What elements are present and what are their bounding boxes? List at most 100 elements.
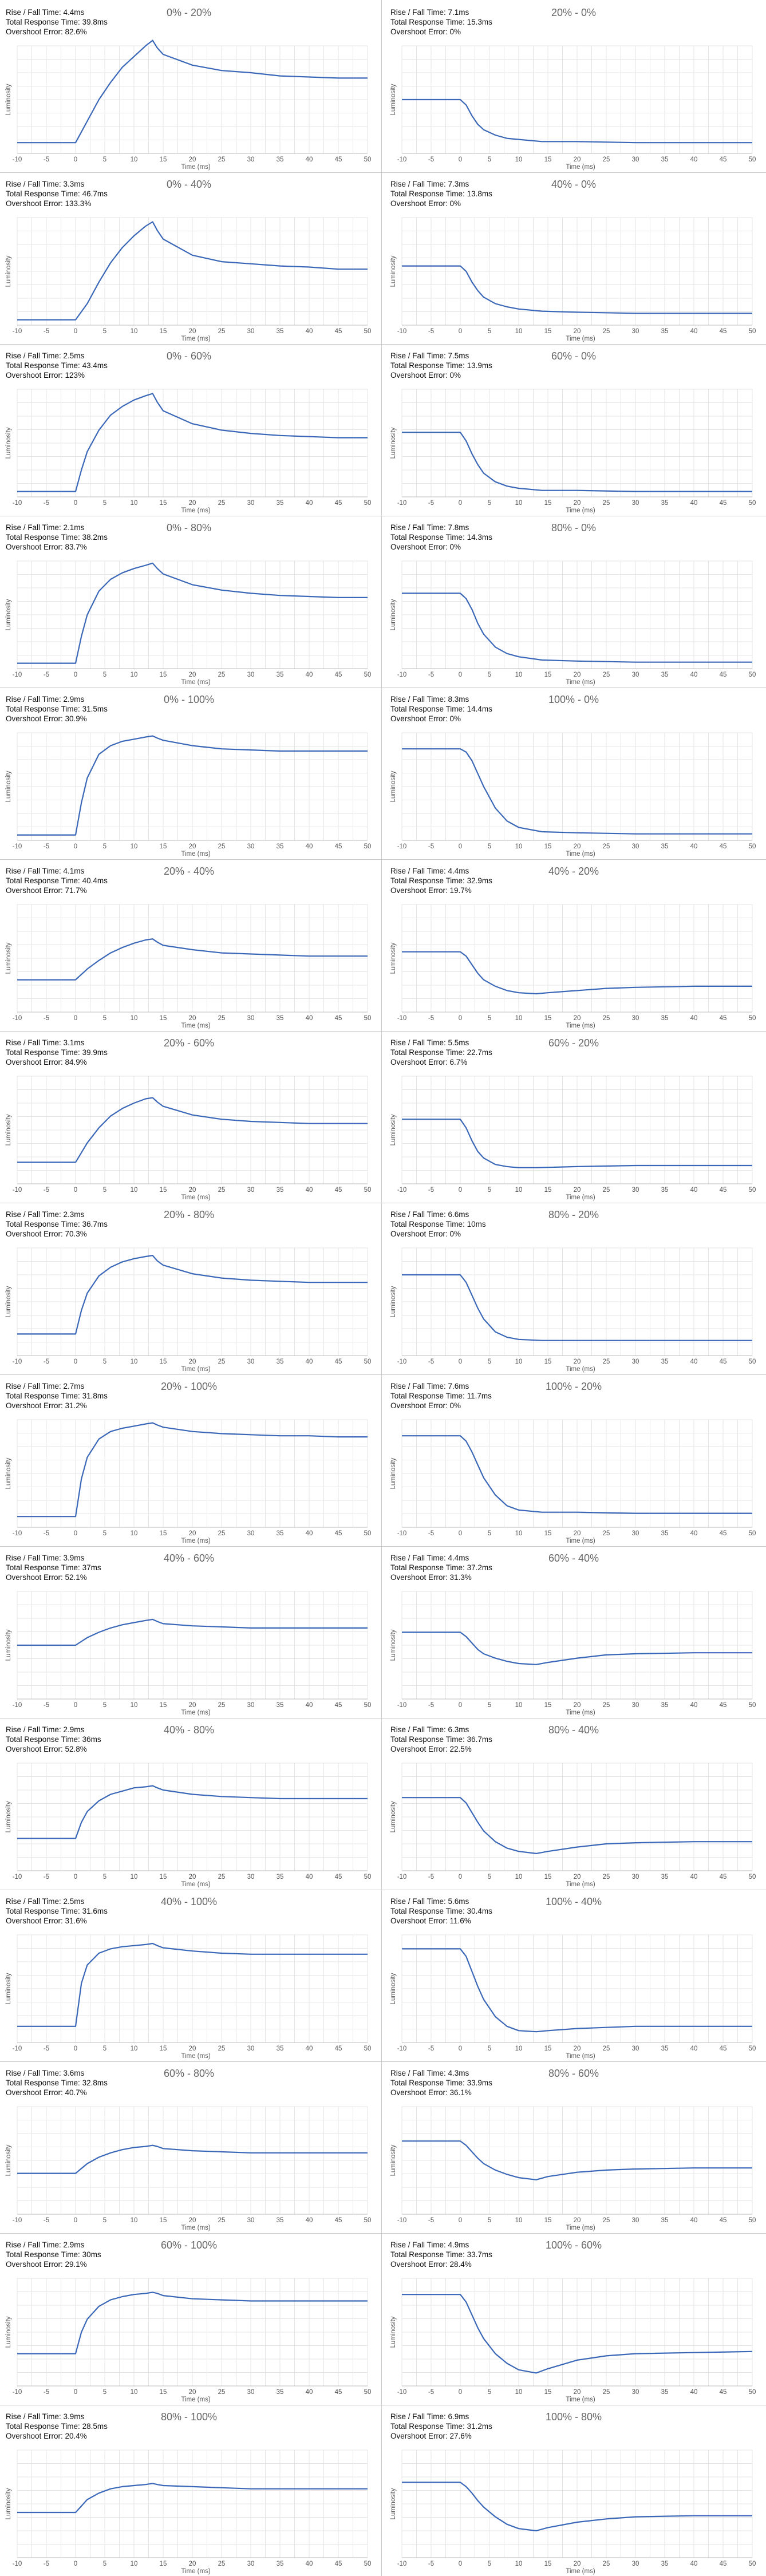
x-tick-label: 25	[603, 2217, 610, 2224]
luminosity-series-line	[402, 748, 752, 835]
x-tick-label: -5	[428, 1874, 434, 1880]
x-tick-label: -10	[397, 2389, 407, 2396]
x-tick-label: 15	[544, 328, 552, 335]
overshoot-error-label: Overshoot Error: 31.6%	[6, 1917, 87, 1925]
x-tick-label: 20	[574, 500, 581, 507]
x-tick-label: 50	[749, 843, 756, 850]
x-tick-label: 5	[488, 1015, 491, 1022]
total-response-time-label: Total Response Time: 43.4ms	[6, 361, 108, 370]
x-axis-label: Time (ms)	[181, 1366, 210, 1373]
chart-title: 100% - 20%	[545, 1381, 602, 1392]
x-tick-label: 40	[306, 1874, 313, 1880]
x-tick-label: 5	[488, 500, 491, 507]
x-tick-label: -10	[397, 2561, 407, 2567]
rise-fall-time-label: Rise / Fall Time: 3.6ms	[6, 2069, 85, 2077]
rise-fall-time-label: Rise / Fall Time: 8.3ms	[390, 695, 469, 704]
line-chart: -10 -5 0 5 10 15 20 25 30 35 40 45 50 Time (ms) Lumino…	[5, 1934, 372, 2060]
x-axis-label: Time (ms)	[566, 2396, 595, 2403]
x-tick-label: 40	[690, 1015, 698, 1022]
x-tick-label: -10	[397, 156, 407, 163]
x-tick-label: 35	[277, 1702, 284, 1709]
y-axis-label: Luminosity	[390, 2488, 397, 2519]
x-tick-label: 45	[720, 1358, 727, 1365]
x-tick-label: 35	[661, 1358, 669, 1365]
x-tick-label: 10	[515, 1702, 523, 1709]
x-tick-label: -10	[397, 1874, 407, 1880]
x-tick-label: 15	[544, 2389, 552, 2396]
x-tick-label: 45	[720, 1530, 727, 1537]
x-tick-label: 40	[690, 2217, 698, 2224]
x-tick-label: 0	[74, 500, 77, 507]
x-tick-label: 20	[574, 1530, 581, 1537]
x-tick-label: -5	[428, 2389, 434, 2396]
x-tick-label: 25	[218, 1702, 226, 1709]
luminosity-series-line	[17, 1785, 368, 1839]
total-response-time-label: Total Response Time: 36.7ms	[6, 1220, 108, 1228]
overshoot-error-label: Overshoot Error: 83.7%	[6, 543, 87, 551]
chart-panel: Rise / Fall Time: 4.4ms Total Response Ti…	[385, 860, 763, 1030]
x-tick-label: 0	[459, 2045, 462, 2052]
chart-title: 80% - 40%	[548, 1724, 599, 1736]
x-tick-label: 30	[247, 1874, 255, 1880]
line-chart: -10 -5 0 5 10 15 20 25 30 35 40 45 50 Time (ms) Lumino…	[5, 1247, 371, 1373]
x-tick-label: 50	[364, 2045, 372, 2052]
line-chart: -10 -5 0 5 10 15 20 25 30 35 40 45 50 Time (ms) Lumino…	[5, 2278, 371, 2403]
x-tick-label: 10	[131, 1358, 138, 1365]
x-tick-label: 45	[335, 2045, 342, 2052]
row-separator	[0, 1374, 766, 1375]
chart-title: 20% - 80%	[163, 1209, 215, 1220]
x-tick-label: 0	[459, 500, 462, 507]
total-response-time-label: Total Response Time: 13.8ms	[390, 189, 492, 198]
x-tick-label: 0	[459, 843, 462, 850]
total-response-time-label: Total Response Time: 37ms	[6, 1563, 101, 1572]
x-tick-label: 40	[690, 2389, 698, 2396]
luminosity-series-line	[17, 1618, 368, 1646]
x-tick-label: -5	[428, 671, 434, 678]
x-tick-label: -5	[428, 1530, 434, 1537]
x-tick-label: 30	[247, 2217, 255, 2224]
chart-title: 0% - 20%	[166, 7, 212, 18]
chart-title: 100% - 60%	[545, 2239, 602, 2251]
x-axis-label: Time (ms)	[181, 1881, 210, 1888]
chart-panel: Rise / Fall Time: 2.9ms Total Response Ti…	[0, 2234, 378, 2404]
total-response-time-label: Total Response Time: 40.4ms	[6, 876, 108, 885]
y-axis-label: Luminosity	[390, 2316, 397, 2348]
x-tick-label: 35	[277, 843, 284, 850]
x-tick-label: 25	[603, 1015, 610, 1022]
x-tick-label: -10	[397, 2045, 407, 2052]
x-tick-label: 50	[364, 328, 372, 335]
x-tick-label: 5	[488, 2389, 491, 2396]
x-axis-label: Time (ms)	[181, 507, 210, 514]
luminosity-series-line	[402, 1948, 752, 2033]
row-separator	[0, 2061, 766, 2062]
x-tick-label: 20	[574, 2389, 581, 2396]
luminosity-series-line	[402, 1797, 752, 1854]
x-tick-label: 40	[690, 1358, 698, 1365]
x-tick-label: 50	[364, 1702, 372, 1709]
line-chart: -10 -5 0 5 10 15 20 25 30 35 40 45 50 Time (ms) Lumino…	[390, 45, 756, 171]
x-tick-label: 10	[515, 2561, 523, 2567]
x-tick-label: 5	[488, 843, 491, 850]
x-tick-label: 20	[574, 1015, 581, 1022]
x-axis-label: Time (ms)	[181, 1022, 210, 1029]
total-response-time-label: Total Response Time: 15.3ms	[390, 18, 492, 26]
x-tick-label: -5	[44, 1187, 49, 1194]
rise-fall-time-label: Rise / Fall Time: 6.3ms	[390, 1725, 469, 1734]
total-response-time-label: Total Response Time: 32.8ms	[6, 2079, 108, 2087]
luminosity-series-line	[402, 98, 752, 144]
x-tick-label: 35	[277, 2217, 284, 2224]
x-tick-label: 30	[632, 1187, 639, 1194]
x-tick-label: 25	[603, 2561, 610, 2567]
y-axis-label: Luminosity	[5, 1801, 12, 1832]
x-tick-label: -5	[44, 2561, 49, 2567]
x-tick-label: 10	[515, 843, 523, 850]
total-response-time-label: Total Response Time: 36.7ms	[390, 1735, 492, 1744]
x-tick-label: 40	[690, 1530, 698, 1537]
x-tick-label: 40	[690, 1187, 698, 1194]
x-tick-label: 30	[632, 2045, 639, 2052]
overshoot-error-label: Overshoot Error: 71.7%	[6, 886, 87, 895]
total-response-time-label: Total Response Time: 31.8ms	[6, 1392, 108, 1400]
x-tick-label: -5	[428, 1187, 434, 1194]
x-tick-label: 25	[218, 500, 226, 507]
x-tick-label: 15	[160, 1530, 167, 1537]
